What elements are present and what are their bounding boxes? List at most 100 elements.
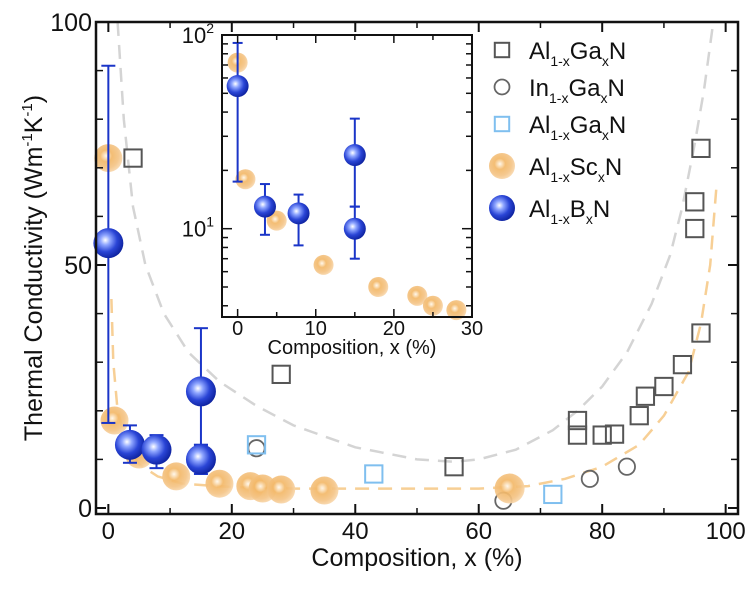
y-axis-title-mid: K [20,116,48,133]
legend-label-part: N [605,154,622,181]
legend-label-part: N [593,196,610,223]
legend-label: Al1-xGaxN [529,112,626,143]
square-marker [604,424,625,444]
legend-label: Al1-xBxN [529,196,610,227]
square-marker [629,406,649,426]
legend-label: In1-xGaxN [529,75,625,106]
legend-label-sub: 1-x [550,127,569,143]
square-marker [271,364,291,384]
sphere-marker [368,276,389,297]
inset-x-axis-ticks: 0 10 20 30 [232,35,483,340]
inset-x-tick-label: 30 [461,318,483,340]
square-marker [691,323,711,343]
legend-label-part: In [529,75,549,102]
inset-background [220,34,474,318]
sphere-marker [235,169,256,190]
square-marker [444,457,464,477]
inset-y-tick-label: 102 [182,20,214,48]
sphere-marker [287,202,310,225]
circle-marker [580,469,599,488]
y-tick-label: 100 [50,9,92,37]
sphere-marker [267,475,296,504]
inset-x-tick-label: 20 [383,318,405,340]
x-tick-label: 80 [589,518,616,545]
x-tick-label: 40 [342,518,369,545]
legend-label-part: Ga [570,38,603,65]
sphere-marker [446,300,467,321]
sphere-marker [185,376,216,407]
series-0 [123,138,711,477]
y-axis-title-sup2: -1 [19,103,36,116]
sphere-marker [253,195,276,218]
legend-label-part: Al [529,38,550,65]
series-3 [94,144,525,505]
sphere-marker [93,228,124,259]
circle-marker [617,457,636,476]
inset-y-axis-ticks: 101 102 [182,20,472,307]
inset-y-tick-exp: 1 [206,214,214,230]
square-marker [123,148,143,168]
data-points [93,64,711,510]
x-axis-ticks: 0 20 40 60 80 100 [102,22,746,545]
sphere-marker [185,444,216,475]
sphere-marker [141,434,172,465]
legend-label-sub: 1-x [550,211,569,227]
x-tick-label: 100 [706,518,746,545]
light-square-marker [493,115,511,133]
square-marker [635,386,656,406]
legend-item: Al1-xGaxN [493,112,626,143]
light-square-marker [364,464,384,484]
sphere-marker [114,429,145,460]
square-marker [685,192,705,212]
square-marker [567,425,588,445]
x-tick-label: 20 [218,518,245,545]
x-tick-label: 0 [102,518,115,545]
x-axis-title: Composition, x (%) [311,544,522,572]
legend-label-sub: 1-x [550,53,569,69]
inset-y-tick-base: 10 [182,217,206,242]
legend-label-part: Al [529,196,550,223]
sphere-marker [310,476,339,505]
y-tick-label: 0 [78,495,92,523]
circle-marker [493,78,511,96]
legend-item: Al1-xScxN [489,153,622,185]
sphere-marker [489,195,515,221]
legend-label: Al1-xScxN [529,154,622,185]
legend-label-sub: 1-x [549,90,568,106]
legend-label-sub: 1-x [550,169,569,185]
sphere-marker [407,285,428,306]
square-marker [493,41,511,59]
series-4 [93,64,216,475]
fit-curve-upper-dashed-gray [116,21,715,464]
legend-label-part: N [607,75,624,102]
sphere-marker [205,469,234,498]
legend-label-part: Ga [570,112,603,139]
square-marker [672,354,693,375]
inset-x-tick-label: 10 [305,318,327,340]
legend-item: Al1-xGaxN [493,38,626,69]
legend-label-part: Al [529,112,550,139]
square-marker [685,218,705,239]
sphere-marker [422,295,443,316]
y-axis-title-base: Thermal Conductivity (Wm [20,147,48,442]
sphere-marker [226,75,249,98]
y-axis-title: Thermal Conductivity (Wm-1K-1) [19,95,48,441]
legend-item: Al1-xBxN [489,195,610,227]
sphere-marker [494,473,525,504]
x-tick-label: 60 [465,518,492,545]
sphere-marker [313,254,334,275]
square-marker [567,410,588,431]
y-axis-title-sup1: -1 [19,133,36,146]
sphere-marker [489,153,515,179]
legend-label: Al1-xGaxN [529,38,626,69]
square-marker [592,425,612,445]
legend-label-sub: x [602,127,609,143]
legend-label-sub: x [600,90,607,106]
legend: Al1-xGaxNIn1-xGaxNAl1-xGaxNAl1-xScxNAl1-… [489,38,626,227]
legend-label-part: Sc [570,154,598,181]
legend-item: In1-xGaxN [493,75,625,106]
